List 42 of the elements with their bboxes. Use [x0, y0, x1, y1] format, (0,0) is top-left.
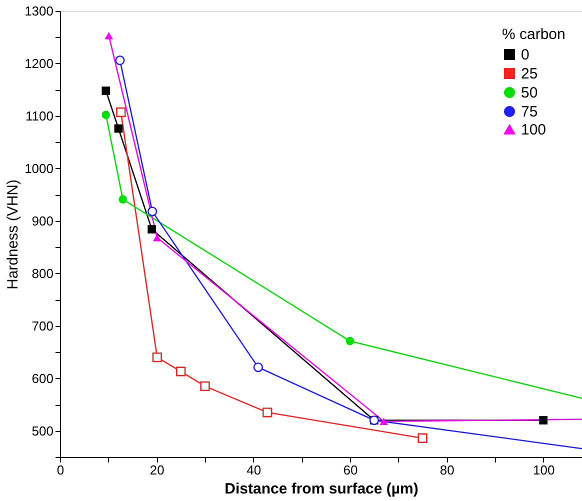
point: [200, 381, 210, 391]
y-tick-label: 1100: [26, 108, 54, 124]
point: [380, 418, 388, 425]
point: [148, 225, 156, 234]
x-tick-label: 80: [440, 462, 454, 478]
y-tick-label: 700: [32, 318, 54, 334]
point: [539, 416, 548, 424]
point: [147, 206, 158, 216]
y-tick-label: 900: [32, 213, 54, 228]
point: [152, 234, 162, 242]
point: [346, 336, 354, 346]
y-tick-label: 500: [32, 423, 54, 438]
point: [104, 32, 113, 40]
point: [253, 362, 263, 372]
y-axis-title: Hardness (VHN): [4, 179, 22, 290]
x-tick-label: 60: [343, 462, 358, 478]
x-axis-title: Distance from surface (µm): [224, 480, 418, 498]
legend-label: 25: [521, 66, 538, 82]
point: [418, 433, 428, 443]
y-tick-label: 1000: [24, 160, 54, 176]
y-tick-label: 1300: [24, 4, 54, 18]
point: [176, 366, 186, 376]
point: [262, 408, 272, 418]
point: [116, 107, 126, 118]
legend-label: 50: [521, 84, 538, 102]
y-tick-label: 1200: [24, 56, 54, 71]
point: [115, 56, 125, 66]
x-tick-label: 20: [150, 462, 164, 478]
y-tick-label: 600: [32, 370, 54, 386]
x-tick-label: 0: [56, 462, 64, 478]
point: [118, 195, 128, 204]
point: [152, 352, 162, 362]
point: [114, 124, 123, 133]
legend-title: % carbon: [502, 26, 566, 43]
y-tick-label: 800: [32, 266, 54, 281]
legend-label: 0: [521, 46, 530, 64]
x-tick-label: 40: [246, 462, 262, 478]
point: [102, 110, 110, 120]
legend-label: 100: [521, 122, 546, 138]
x-tick-label: 100: [532, 462, 555, 478]
legend-label: 75: [521, 104, 538, 120]
point: [102, 86, 110, 95]
